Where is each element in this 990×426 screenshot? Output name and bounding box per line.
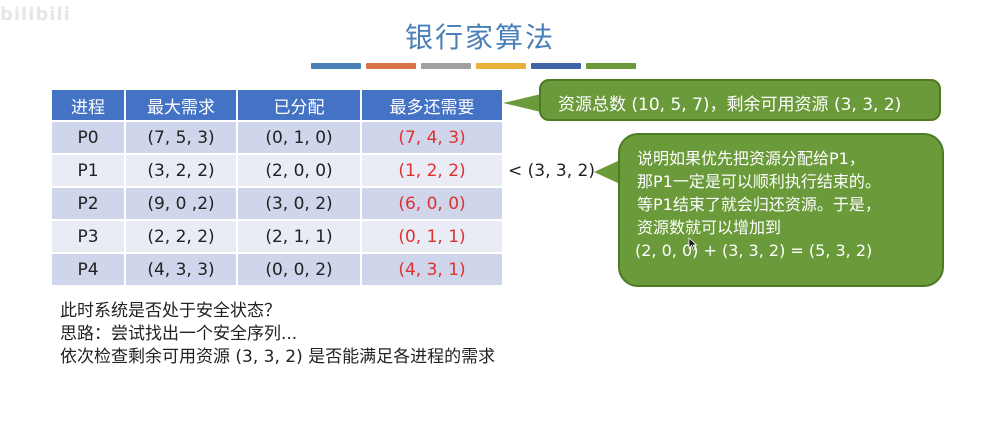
callout-explain-line: 等P1结束了就会归还资源。于是， <box>637 195 881 214</box>
cell-max: (9, 0 ,2) <box>124 186 238 221</box>
cell-alloc: (0, 0, 2) <box>236 252 362 287</box>
underline-bar <box>311 63 361 69</box>
table-row: P3 (2, 2, 2) (2, 1, 1) (0, 1, 1) <box>50 219 504 254</box>
callout-resources-text: 资源总数 (10, 5, 7)，剩余可用资源 (3, 3, 2) <box>558 95 902 115</box>
note-line: 思路：尝试找出一个安全序列... <box>60 324 298 344</box>
header-alloc: 已分配 <box>236 88 362 122</box>
cell-need: (1, 2, 2) <box>360 153 504 188</box>
table-row: P0 (7, 5, 3) (0, 1, 0) (7, 4, 3) <box>50 120 504 155</box>
cell-max: (4, 3, 3) <box>124 252 238 287</box>
callout-explain-line: 那P1一定是可以顺利执行结束的。 <box>637 172 881 191</box>
comparison-text: < (3, 3, 2) <box>508 161 595 181</box>
cell-max: (3, 2, 2) <box>124 153 238 188</box>
callout-explain-line: (2, 0, 0) + (3, 3, 2) = (5, 3, 2) <box>635 241 873 260</box>
cell-need: (4, 3, 1) <box>360 252 504 287</box>
cell-alloc: (3, 0, 2) <box>236 186 362 221</box>
underline-bar <box>476 63 526 69</box>
underline-bar <box>586 63 636 69</box>
cell-process: P4 <box>50 252 126 287</box>
header-max: 最大需求 <box>124 88 238 122</box>
mouse-cursor-icon <box>688 237 698 251</box>
underline-bar <box>421 63 471 69</box>
table-row: P4 (4, 3, 3) (0, 0, 2) (4, 3, 1) <box>50 252 504 287</box>
header-process: 进程 <box>50 88 126 122</box>
cell-alloc: (0, 1, 0) <box>236 120 362 155</box>
note-line: 依次检查剩余可用资源 (3, 3, 2) 是否能满足各进程的需求 <box>60 347 496 367</box>
callout-resources: 资源总数 (10, 5, 7)，剩余可用资源 (3, 3, 2) <box>539 79 941 121</box>
header-need: 最多还需要 <box>360 88 504 122</box>
cell-max: (7, 5, 3) <box>124 120 238 155</box>
cell-alloc: (2, 0, 0) <box>236 153 362 188</box>
cell-need: (0, 1, 1) <box>360 219 504 254</box>
table-row: P1 (3, 2, 2) (2, 0, 0) (1, 2, 2) <box>50 153 504 188</box>
callout-resources-pointer <box>503 94 541 112</box>
callout-explain-line: 说明如果优先把资源分配给P1， <box>637 149 865 168</box>
watermark-text: bilibili <box>0 4 71 25</box>
cell-need: (6, 0, 0) <box>360 186 504 221</box>
cell-need: (7, 4, 3) <box>360 120 504 155</box>
process-table: 进程 最大需求 已分配 最多还需要 P0 (7, 5, 3) (0, 1, 0)… <box>50 88 504 287</box>
note-line: 此时系统是否处于安全状态？ <box>60 301 281 321</box>
underline-bar <box>531 63 581 69</box>
callout-explain: 说明如果优先把资源分配给P1， 那P1一定是可以顺利执行结束的。 等P1结束了就… <box>618 133 944 287</box>
notes-block: 此时系统是否处于安全状态？ 思路：尝试找出一个安全序列... 依次检查剩余可用资… <box>60 300 495 369</box>
cell-process: P3 <box>50 219 126 254</box>
cell-alloc: (2, 1, 1) <box>236 219 362 254</box>
cell-max: (2, 2, 2) <box>124 219 238 254</box>
slide-title: 银行家算法 <box>404 21 555 54</box>
underline-bar <box>366 63 416 69</box>
callout-explain-pointer <box>594 160 620 184</box>
callout-explain-line: 资源数就可以增加到 <box>637 218 782 237</box>
cell-process: P0 <box>50 120 126 155</box>
cell-process: P1 <box>50 153 126 188</box>
table-row: P2 (9, 0 ,2) (3, 0, 2) (6, 0, 0) <box>50 186 504 221</box>
watermark-logo: bilibili <box>0 4 150 30</box>
cell-process: P2 <box>50 186 126 221</box>
table-header-row: 进程 最大需求 已分配 最多还需要 <box>50 88 504 122</box>
